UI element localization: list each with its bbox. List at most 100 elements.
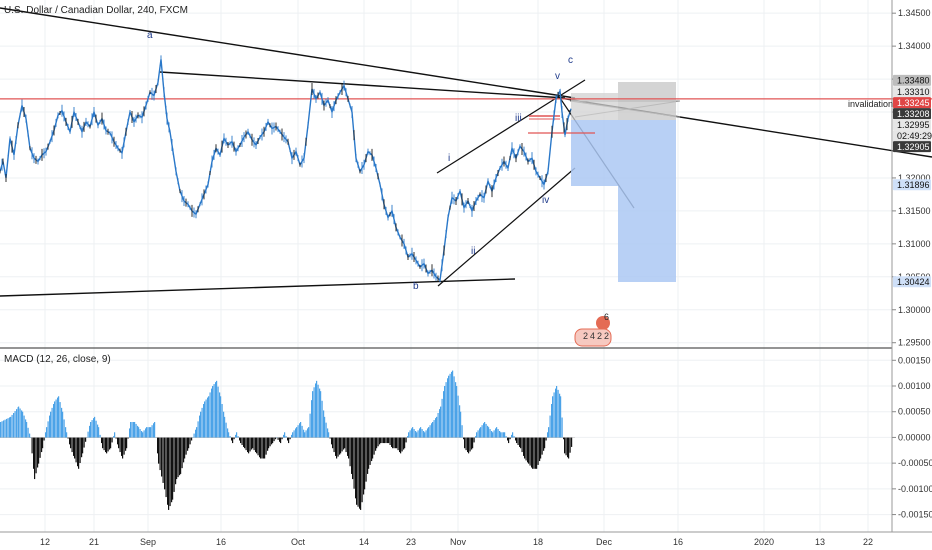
macd-bar [557,389,559,438]
macd-bar [303,429,305,438]
macd-bar [368,437,370,469]
macd-bar [215,382,217,438]
channel-upper-line[interactable] [0,7,576,99]
macd-bar [97,424,99,438]
macd-bar [73,437,75,456]
macd-bar [379,437,381,445]
macd-bar [487,425,489,438]
triangle-lower-line[interactable] [0,278,516,297]
macd-bar [556,386,558,438]
macd-bar [85,437,87,442]
macd-bar [249,437,251,452]
macd-bar [110,437,112,449]
macd-bar [154,422,156,438]
macd-bar [357,437,359,507]
macd-bar [57,397,59,438]
macd-bar [58,396,60,438]
price-tag-bg [893,119,931,131]
macd-bar [180,437,182,474]
price-tag: 02:49:29 [893,130,932,142]
position-2-stop-zone[interactable] [618,82,676,120]
macd-bar [16,409,18,438]
macd-bar [295,428,297,438]
macd-bar [95,420,97,438]
macd-bar [117,437,119,445]
macd-bar [6,418,8,438]
macd-bar [145,428,147,438]
economic-events-marker[interactable]: 6 2 4 2 2 [574,312,612,347]
macd-bar [22,411,24,438]
macd-bar [308,427,310,438]
macd-bar [461,425,463,438]
macd-bar [255,437,257,453]
macd-bar [363,437,365,495]
impulse-lower-channel-line[interactable] [437,167,576,287]
macd-bar [176,437,178,480]
macd-bar [523,437,525,456]
macd-bar [392,437,394,449]
wave-label-v: v [555,71,560,82]
macd-histogram [0,370,575,510]
macd-bar [87,431,89,438]
macd-bar [38,437,40,464]
macd-bar [412,427,414,438]
price-tag: 1.33245 [893,97,931,109]
macd-bar [89,425,91,438]
grid [0,0,892,532]
macd-bar [381,437,383,444]
position-2-target-zone[interactable] [618,120,676,282]
macd-bar [133,422,135,438]
macd-bar [7,418,9,438]
macd-bar [408,432,410,438]
macd-bar [481,425,483,438]
macd-bar [555,388,557,438]
macd-bar [115,437,117,439]
macd-bar [293,430,295,438]
macd-bar [367,437,369,474]
macd-bar [515,437,517,441]
macd-bar [66,432,68,438]
macd-bar [447,378,449,438]
macd-bar [244,437,246,449]
macd-bar [475,436,477,438]
triangle-upper-line[interactable] [159,71,566,99]
macd-bar [548,427,550,438]
macd-bar [343,437,345,450]
macd-bar [204,401,206,438]
macd-bar [336,437,338,459]
macd-bar [323,410,325,438]
macd-bar [127,437,129,439]
macd-bar [111,437,113,443]
macd-bar [436,416,438,438]
macd-bar [312,391,314,438]
macd-bar [208,396,210,438]
macd-bar [360,437,362,510]
macd-bar [389,437,391,445]
macd-bar [172,437,174,500]
macd-bar [372,437,374,459]
drawings[interactable] [0,7,932,297]
macd-bar [328,432,330,438]
macd-bar [539,437,541,462]
wave-label-iii: iii [515,113,522,124]
macd-bar [101,437,103,444]
macd-tick-label: 0.00150 [898,355,931,365]
macd-bar [264,437,266,459]
macd-tick-label: 0.00000 [898,432,931,442]
macd-bar [559,393,561,438]
macd-bar [227,428,229,438]
position-1-stop-zone[interactable] [571,93,618,120]
macd-bar [397,437,399,451]
macd-bar [443,391,445,438]
time-tick-label: 16 [673,537,683,547]
macd-axis-ticks: 0.00150 0.00100 0.00050 0.00000 -0.00050 -0.0… [892,355,932,520]
macd-bar [552,396,554,438]
macd-bar [137,425,139,438]
macd-bar [143,430,145,438]
macd-bar [268,437,270,449]
macd-bar [411,428,413,438]
macd-bar [147,427,149,438]
macd-bar [512,432,514,438]
position-1-target-zone[interactable] [571,120,618,186]
